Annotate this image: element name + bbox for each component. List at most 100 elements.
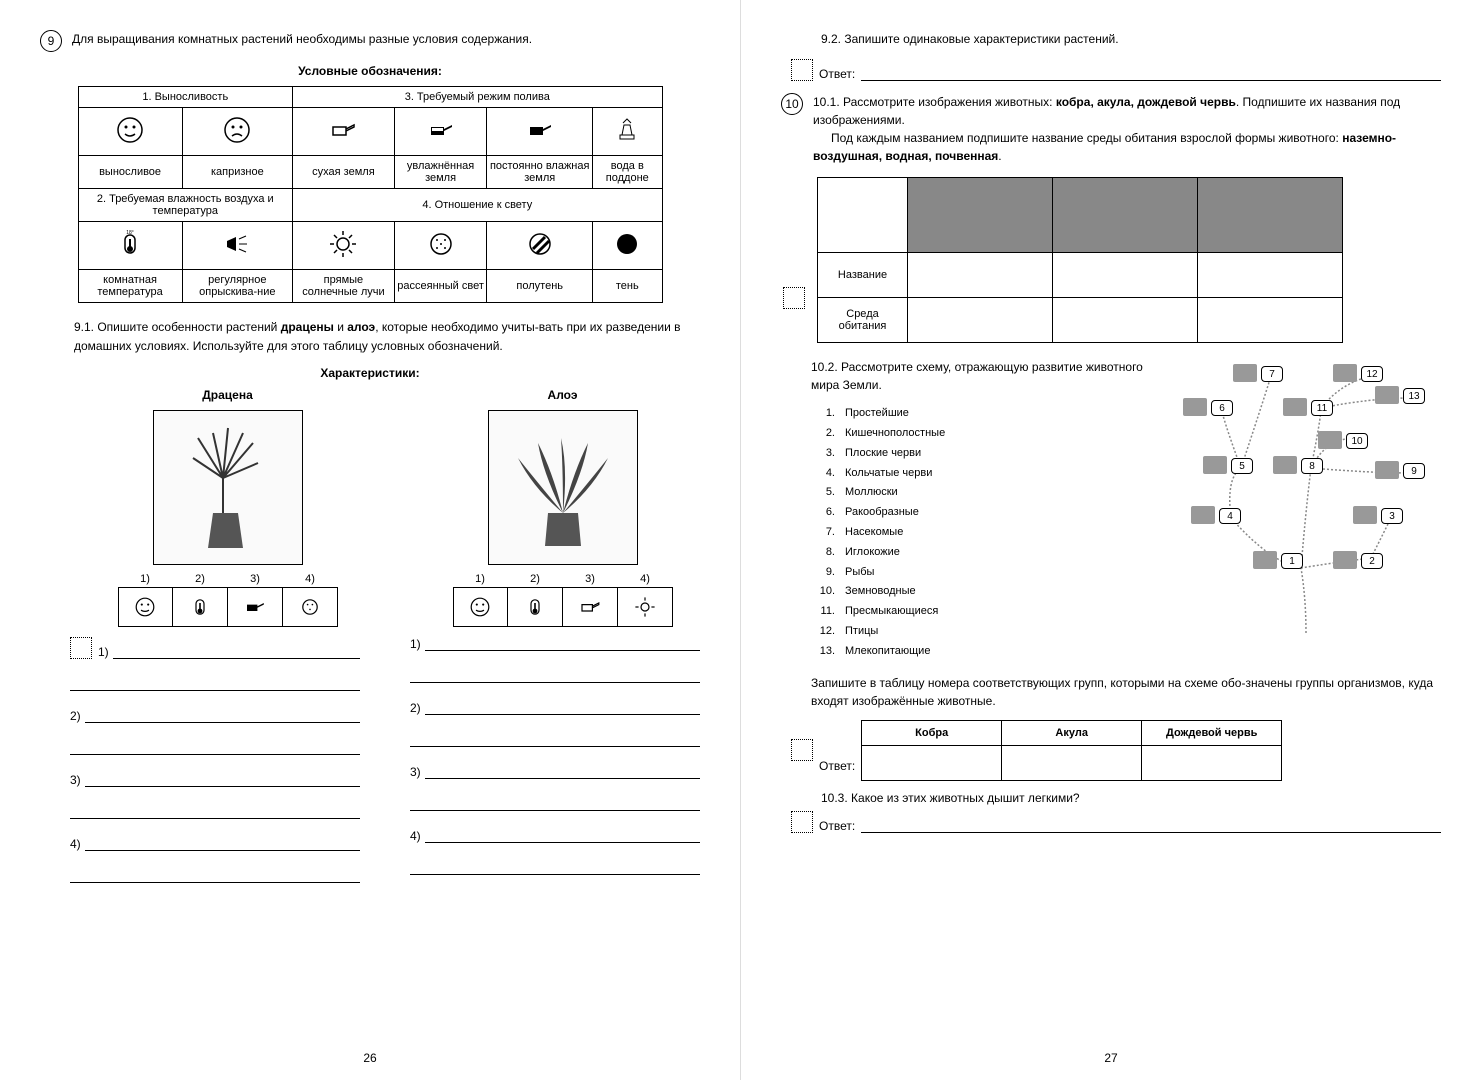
answer-input[interactable]	[113, 645, 360, 659]
scheme-section: 10.2. Рассмотрите схему, отражающую разв…	[811, 358, 1441, 661]
answer-input[interactable]	[861, 819, 1441, 833]
row-name: Название	[818, 253, 908, 298]
answer-cell[interactable]	[1053, 253, 1198, 298]
answer-input[interactable]	[861, 67, 1441, 81]
answer-input[interactable]	[410, 669, 700, 683]
organism-icon	[1253, 551, 1277, 569]
tree-node: 6	[1211, 400, 1233, 416]
write-marker	[791, 59, 813, 81]
answer-lines-91: 1) 2) 3) 4) 1) 2) 3) 4)	[70, 637, 700, 901]
q9-2-prompt: 9.2. Запишите одинаковые характеристики …	[821, 30, 1441, 49]
plant2-icons	[453, 587, 673, 627]
legend-h3: 3. Требуемый режим полива	[293, 87, 662, 108]
q10-2-prompt: 10.2. Рассмотрите схему, отражающую разв…	[811, 358, 1151, 394]
legend-h2: 2. Требуемая влажность воздуха и темпера…	[78, 189, 293, 222]
answer-cell[interactable]	[908, 253, 1053, 298]
lbl-diffuse: рассеянный свет	[394, 270, 487, 303]
answer-input[interactable]	[70, 805, 360, 819]
legend-h4: 4. Отношение к свету	[293, 189, 662, 222]
organism-icon	[1318, 431, 1342, 449]
tree-node: 9	[1403, 463, 1425, 479]
answer-input[interactable]	[70, 869, 360, 883]
plant2-image	[488, 410, 638, 565]
icon-wet	[487, 108, 593, 156]
animals-table: Название Среда обитания	[817, 177, 1343, 343]
lbl-temp: комнатная температура	[78, 270, 182, 303]
answer-input[interactable]	[425, 701, 700, 715]
q9-prompt: Для выращивания комнатных растений необх…	[72, 30, 700, 48]
write-marker	[791, 739, 813, 761]
tree-node: 12	[1361, 366, 1383, 382]
lbl-wet: постоянно влажная земля	[487, 156, 593, 189]
tree-node: 1	[1281, 553, 1303, 569]
question-number-9: 9	[40, 30, 62, 52]
taxa-item: 9.Рыбы	[811, 563, 1151, 583]
q10-prompt: 10.1. Рассмотрите изображения животных: …	[813, 93, 1441, 165]
legend-title: Условные обозначения:	[40, 64, 700, 78]
organism-icon	[1353, 506, 1377, 524]
answer-cell[interactable]	[1142, 745, 1282, 780]
page-26: 9 Для выращивания комнатных растений нео…	[0, 0, 741, 1080]
animal-image-1	[908, 178, 1053, 253]
taxa-item: 11.Пресмыкающиеся	[811, 602, 1151, 622]
question-9: 9 Для выращивания комнатных растений нео…	[40, 30, 700, 52]
answer-input[interactable]	[85, 709, 360, 723]
answer-input[interactable]	[85, 773, 360, 787]
icon-tray	[593, 108, 662, 156]
organism-icon	[1375, 386, 1399, 404]
taxa-item: 7.Насекомые	[811, 523, 1151, 543]
taxa-item: 8.Иглокожие	[811, 543, 1151, 563]
page-number-left: 26	[363, 1051, 376, 1065]
answer-input[interactable]	[425, 637, 700, 651]
write-marker	[70, 637, 92, 659]
plant1-title: Драцена	[90, 388, 365, 402]
organism-icon	[1333, 364, 1357, 382]
answer-input[interactable]	[85, 837, 360, 851]
answer-cell[interactable]	[908, 298, 1053, 343]
organism-icon	[1233, 364, 1257, 382]
answer-cell[interactable]	[1198, 298, 1343, 343]
lbl-moist: увлажнённая земля	[394, 156, 487, 189]
tree-node: 7	[1261, 366, 1283, 382]
taxa-item: 3.Плоские черви	[811, 444, 1151, 464]
icon-hardy	[78, 108, 182, 156]
answer-input[interactable]	[70, 677, 360, 691]
lbl-semishade: полутень	[487, 270, 593, 303]
taxa-item: 1.Простейшие	[811, 404, 1151, 424]
icon-capricious	[182, 108, 292, 156]
tree-node: 2	[1361, 553, 1383, 569]
answer-input[interactable]	[425, 829, 700, 843]
answer-input[interactable]	[410, 797, 700, 811]
answer-input[interactable]	[410, 733, 700, 747]
page-number-right: 27	[1104, 1051, 1117, 1065]
answer-cell[interactable]	[1002, 745, 1142, 780]
lbl-sun: прямые солнечные лучи	[293, 270, 395, 303]
organism-icon	[1191, 506, 1215, 524]
organism-icon	[1273, 456, 1297, 474]
plant2-title: Алоэ	[425, 388, 700, 402]
answer-cell[interactable]	[1198, 253, 1343, 298]
answer-label: Ответ:	[819, 67, 855, 81]
char-title: Характеристики:	[40, 366, 700, 380]
evolution-tree: 71261113581094312	[1171, 358, 1441, 638]
answer-input[interactable]	[410, 861, 700, 875]
animal-image-3	[1198, 178, 1343, 253]
plant2-nums: 1)2)3)4)	[453, 573, 673, 585]
icon-semishade	[487, 222, 593, 270]
tree-node: 5	[1231, 458, 1253, 474]
answer-cell[interactable]	[1053, 298, 1198, 343]
tree-node: 4	[1219, 508, 1241, 524]
answer-label: Ответ:	[819, 819, 855, 833]
icon-dry	[293, 108, 395, 156]
answer-input[interactable]	[425, 765, 700, 779]
svg-text:18°: 18°	[126, 230, 134, 236]
tree-node: 10	[1346, 433, 1368, 449]
icon-shade	[593, 222, 662, 270]
answer-input[interactable]	[70, 741, 360, 755]
answer-cell[interactable]	[862, 745, 1002, 780]
tree-node: 11	[1311, 400, 1333, 416]
legend-h1: 1. Выносливость	[78, 87, 293, 108]
lbl-spray: регулярное опрыскива-ние	[182, 270, 292, 303]
taxa-item: 4.Кольчатые черви	[811, 464, 1151, 484]
final-table: КобраАкулаДождевой червь	[861, 720, 1282, 781]
